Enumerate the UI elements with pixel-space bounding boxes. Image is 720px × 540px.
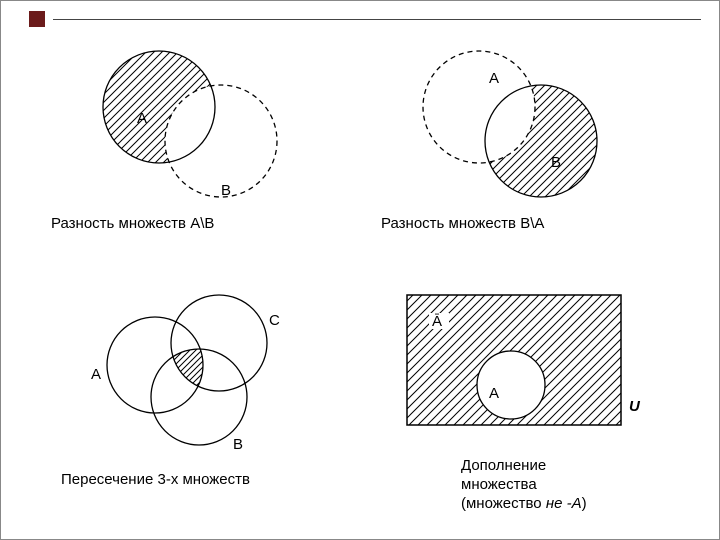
caption-complement-line3: (множество не -А) [461,495,587,512]
label-c: C [269,312,280,329]
top-rule [53,19,701,20]
label-u: U [629,398,641,415]
label-a: A [91,366,101,383]
hatched-intersection [81,279,301,459]
diagram-complement: Ā A U Дополнение множества (множество н… [401,289,661,439]
caption-complement: Дополнение множества (множество не -А) [461,457,681,513]
accent-square [29,11,45,27]
label-a: A [489,70,499,87]
label-b: B [551,154,561,171]
label-a: A [137,110,147,127]
diagram-diff-ba: A B Разность множеств В\А [401,37,631,207]
diagram-intersect3: A B C Пересечение 3-х множеств [81,279,311,459]
label-b: B [221,182,231,199]
hatched-region-a-minus-b [81,37,301,207]
hatched-region-b-minus-a [401,37,621,207]
caption-diff-ab: Разность множеств А\В [51,215,311,232]
label-b: B [233,436,243,453]
circle-c [171,295,267,391]
label-a: A [489,385,499,402]
caption-complement-line1: Дополнение [461,457,546,474]
caption-complement-line2: множества [461,476,537,493]
caption-intersect3: Пересечение 3-х множеств [61,471,321,488]
caption-diff-ba: Разность множеств В\А [381,215,641,232]
diagram-diff-ab: A B Разность множеств А\В [81,37,311,207]
label-abar: Ā [432,313,442,330]
